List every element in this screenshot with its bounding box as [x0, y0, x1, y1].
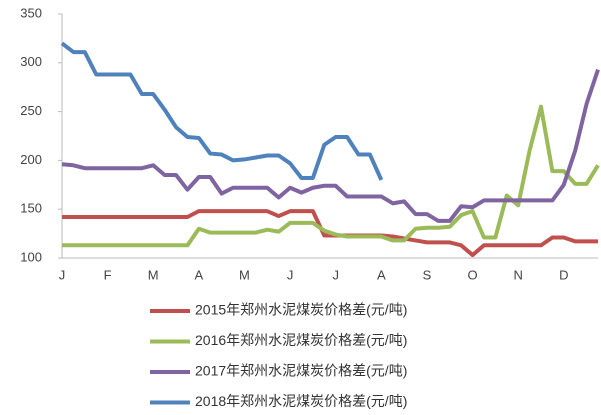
x-tick-label: F	[104, 267, 112, 282]
x-tick-label: S	[423, 267, 432, 282]
y-tick-label: 300	[20, 54, 42, 69]
x-tick-label: O	[467, 267, 477, 282]
x-tick-label: J	[287, 267, 294, 282]
series-line	[61, 68, 600, 223]
legend-label: 2016年郑州水泥煤炭价格差(元/吨)	[195, 332, 407, 348]
x-tick-label: A	[377, 267, 386, 282]
y-tick-label: 200	[20, 152, 42, 167]
y-tick-label: 250	[20, 103, 42, 118]
series-line	[60, 41, 384, 181]
legend-label: 2015年郑州水泥煤炭价格差(元/吨)	[195, 302, 407, 318]
x-tick-label: M	[239, 267, 250, 282]
x-tick-label: A	[195, 267, 204, 282]
x-tick-label: D	[559, 267, 568, 282]
x-tick-label: J	[59, 267, 66, 282]
y-tick-label: 100	[20, 249, 42, 264]
y-tick-label: 350	[20, 5, 42, 20]
series-line	[62, 104, 600, 248]
legend-label: 2017年郑州水泥煤炭价格差(元/吨)	[195, 363, 407, 379]
y-tick-label: 150	[20, 201, 42, 216]
x-tick-label: N	[513, 267, 522, 282]
x-tick-label: M	[148, 267, 159, 282]
legend-label: 2018年郑州水泥煤炭价格差(元/吨)	[195, 393, 407, 409]
x-tick-label: J	[332, 267, 339, 282]
series-line	[62, 209, 598, 258]
